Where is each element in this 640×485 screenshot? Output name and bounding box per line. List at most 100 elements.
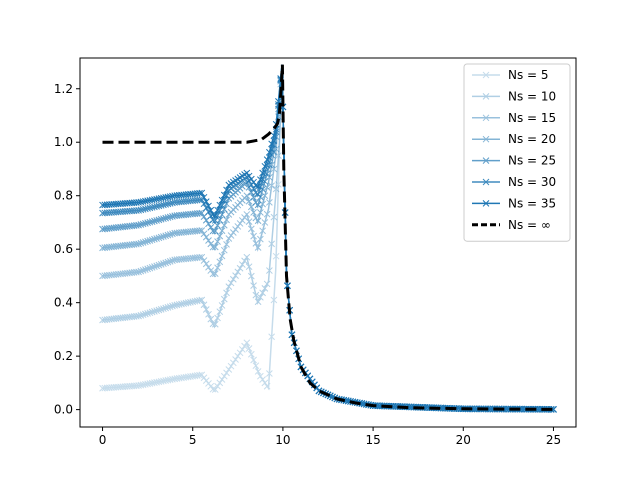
series-marker (123, 313, 131, 321)
series-marker (110, 384, 118, 391)
series-marker (266, 148, 273, 156)
series-marker (148, 264, 156, 271)
x-tick-label: 25 (546, 433, 561, 447)
series-marker (121, 383, 129, 390)
series-marker (166, 376, 174, 384)
series-marker (160, 305, 167, 313)
series-marker (243, 211, 251, 218)
series-marker (196, 371, 203, 379)
series-marker (263, 210, 271, 218)
series-marker (171, 375, 179, 383)
legend-swatch-marker (482, 135, 490, 143)
series-marker (130, 382, 138, 390)
series-marker (243, 169, 251, 177)
series-marker (234, 268, 242, 276)
series-marker (112, 271, 120, 278)
plot-frame (79, 57, 577, 428)
series-marker (263, 183, 271, 191)
series-marker (241, 342, 248, 350)
series-marker (130, 313, 138, 320)
series-marker (266, 267, 273, 274)
series-marker (254, 217, 262, 225)
series-marker (198, 209, 206, 217)
series-marker (178, 255, 185, 263)
series-marker (275, 180, 282, 188)
series-marker (157, 233, 165, 241)
series-marker (259, 289, 266, 297)
series-marker (144, 265, 151, 273)
series-marker (229, 359, 237, 367)
series-marker (211, 243, 219, 251)
series-marker (238, 217, 246, 224)
series-marker (247, 175, 255, 183)
series-marker (193, 254, 201, 262)
series-marker (155, 306, 163, 314)
legend-label: Ns = 5 (508, 68, 549, 82)
legend-swatch (472, 114, 500, 122)
series-marker (162, 232, 170, 240)
series-marker (160, 260, 167, 267)
series-marker (123, 383, 131, 390)
series-marker (128, 382, 136, 390)
legend-swatch (472, 157, 500, 164)
series-marker (257, 372, 264, 380)
series-marker (128, 269, 136, 277)
series-marker (187, 254, 194, 262)
x-tick-label: 0 (99, 433, 107, 447)
legend-swatch-marker (482, 157, 490, 164)
series-marker (128, 313, 136, 321)
series-marker (236, 264, 244, 272)
series-marker (198, 189, 206, 197)
series-marker (209, 270, 217, 278)
series-marker (142, 238, 149, 246)
series-marker (214, 264, 221, 272)
series-marker (173, 256, 181, 264)
series-marker (189, 254, 197, 262)
series-marker (211, 211, 219, 219)
series-marker (184, 299, 192, 307)
series-marker (126, 313, 133, 321)
y-tick-label: 0.4 (54, 296, 73, 310)
series-marker (135, 312, 142, 320)
series-marker (180, 374, 188, 381)
series-marker (103, 316, 111, 323)
series-marker (268, 240, 275, 248)
series-marker (214, 238, 221, 245)
series-marker (209, 320, 217, 328)
series-marker (272, 252, 280, 260)
series-marker (101, 272, 109, 280)
series-marker (268, 182, 275, 190)
series-marker (135, 240, 142, 248)
series-marker (257, 176, 264, 184)
series-marker (164, 303, 172, 311)
series-marker (144, 310, 151, 317)
series-marker (191, 297, 199, 305)
series-marker (202, 377, 210, 384)
series-marker (148, 308, 156, 316)
series-marker (250, 194, 257, 201)
series-marker (202, 233, 210, 241)
series-marker (254, 182, 262, 190)
series-marker (247, 272, 255, 280)
series-marker (250, 232, 257, 240)
series-marker (261, 162, 269, 170)
series-marker (162, 377, 170, 384)
series-marker (207, 382, 215, 390)
series-marker (223, 186, 230, 194)
series-marker (151, 379, 158, 386)
series-marker (119, 314, 127, 322)
series-marker (261, 379, 269, 387)
series-marker (155, 234, 163, 242)
legend-label: Ns = 25 (508, 154, 556, 168)
series-marker (175, 301, 183, 308)
series-marker (245, 263, 253, 271)
legend-label: Ns = ∞ (508, 218, 551, 232)
series-marker (164, 376, 172, 384)
series-marker (245, 172, 253, 180)
series-marker (211, 320, 219, 328)
series-marker (243, 253, 251, 261)
series-marker (225, 235, 233, 242)
legend-label: Ns = 30 (508, 175, 556, 189)
series-marker (220, 372, 228, 380)
series-marker (157, 261, 165, 268)
